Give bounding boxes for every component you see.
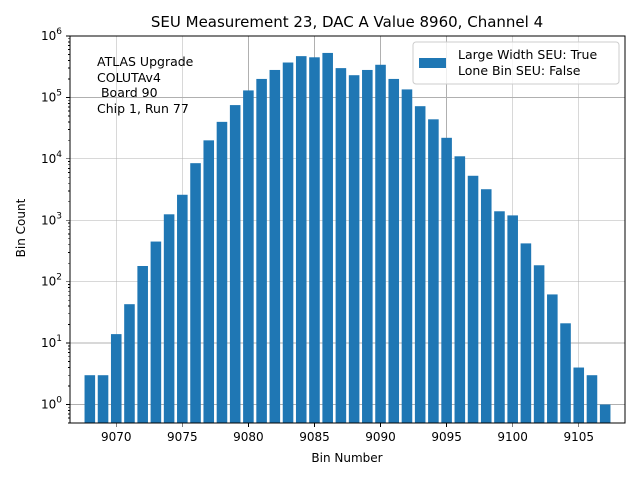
y-tick-label: 104 bbox=[41, 150, 62, 166]
bar bbox=[243, 90, 254, 424]
bar bbox=[163, 214, 175, 423]
y-tick-base: 10 bbox=[41, 336, 56, 350]
bar bbox=[110, 334, 122, 423]
x-axis-label: Bin Number bbox=[311, 451, 382, 465]
bar bbox=[124, 304, 135, 423]
legend-frame bbox=[412, 41, 620, 85]
bar bbox=[414, 106, 426, 423]
bar bbox=[229, 105, 241, 423]
annotation-line: COLUTAv4 bbox=[97, 70, 161, 85]
bar bbox=[441, 137, 452, 423]
y-tick-exponent: 2 bbox=[56, 273, 62, 283]
y-tick-exponent: 3 bbox=[56, 211, 62, 221]
y-tick-base: 10 bbox=[41, 90, 56, 104]
bar bbox=[573, 367, 585, 423]
chart-annotation: ATLAS Upgrade COLUTAv4 Board 90 Chip 1, … bbox=[97, 54, 194, 116]
x-tick-label: 9070 bbox=[101, 430, 132, 444]
bar bbox=[203, 140, 215, 423]
bar bbox=[401, 89, 413, 423]
y-tick-exponent: 1 bbox=[56, 334, 62, 344]
y-tick-exponent: 5 bbox=[56, 88, 62, 98]
bar bbox=[322, 52, 333, 423]
annotation-line: Chip 1, Run 77 bbox=[97, 101, 189, 116]
bar bbox=[137, 265, 148, 423]
bar bbox=[269, 69, 281, 423]
y-tick-base: 10 bbox=[41, 152, 56, 166]
bar bbox=[520, 243, 532, 423]
bar bbox=[480, 189, 492, 423]
legend: Large Width SEU: True Lone Bin SEU: Fals… bbox=[412, 41, 620, 85]
bar bbox=[97, 375, 109, 423]
bar bbox=[295, 56, 307, 423]
bar bbox=[216, 121, 228, 423]
x-tick-label: 9090 bbox=[365, 430, 396, 444]
bar bbox=[547, 294, 558, 423]
bar bbox=[256, 78, 267, 423]
bar bbox=[560, 323, 571, 423]
x-tick-label: 9100 bbox=[497, 430, 528, 444]
bar bbox=[494, 211, 505, 423]
y-tick-label: 100 bbox=[41, 396, 62, 412]
y-tick-base: 10 bbox=[41, 213, 56, 227]
bar bbox=[454, 156, 466, 423]
y-axis-label: Bin Count bbox=[14, 198, 28, 257]
x-tick-label: 9075 bbox=[167, 430, 198, 444]
y-tick-label: 103 bbox=[41, 211, 62, 227]
bar bbox=[282, 62, 294, 423]
y-tick-label: 101 bbox=[41, 334, 62, 350]
bar bbox=[388, 78, 400, 423]
annotation-line: Board 90 bbox=[97, 85, 158, 100]
legend-swatch bbox=[419, 58, 446, 68]
x-tick-label: 9080 bbox=[233, 430, 264, 444]
bar bbox=[586, 375, 598, 423]
bar bbox=[84, 375, 96, 423]
y-tick-base: 10 bbox=[41, 275, 56, 289]
y-tick-base: 10 bbox=[41, 29, 56, 43]
bar bbox=[428, 119, 439, 424]
y-tick-exponent: 4 bbox=[56, 150, 62, 160]
bar bbox=[507, 215, 518, 423]
x-tick-label: 9105 bbox=[563, 430, 594, 444]
x-tick-label: 9095 bbox=[431, 430, 462, 444]
bar bbox=[533, 265, 545, 423]
y-tick-label: 102 bbox=[41, 273, 62, 289]
y-tick-exponent: 6 bbox=[56, 27, 62, 37]
x-tick-label: 9085 bbox=[299, 430, 330, 444]
bar bbox=[309, 57, 320, 423]
bar bbox=[599, 404, 611, 423]
bar bbox=[375, 64, 386, 423]
chart-title: SEU Measurement 23, DAC A Value 8960, Ch… bbox=[151, 13, 543, 31]
bar bbox=[467, 175, 479, 423]
bar bbox=[150, 241, 162, 423]
legend-label: Lone Bin SEU: False bbox=[458, 63, 581, 78]
bar bbox=[190, 163, 201, 423]
y-tick-label: 105 bbox=[41, 88, 62, 104]
legend-label: Large Width SEU: True bbox=[458, 47, 597, 62]
bar bbox=[335, 68, 347, 423]
y-tick-exponent: 0 bbox=[56, 396, 62, 406]
y-tick-label: 106 bbox=[41, 27, 62, 43]
bar bbox=[362, 69, 373, 423]
y-tick-base: 10 bbox=[41, 398, 56, 412]
bar bbox=[348, 75, 360, 424]
annotation-line: ATLAS Upgrade bbox=[97, 54, 194, 69]
bar bbox=[177, 194, 188, 423]
